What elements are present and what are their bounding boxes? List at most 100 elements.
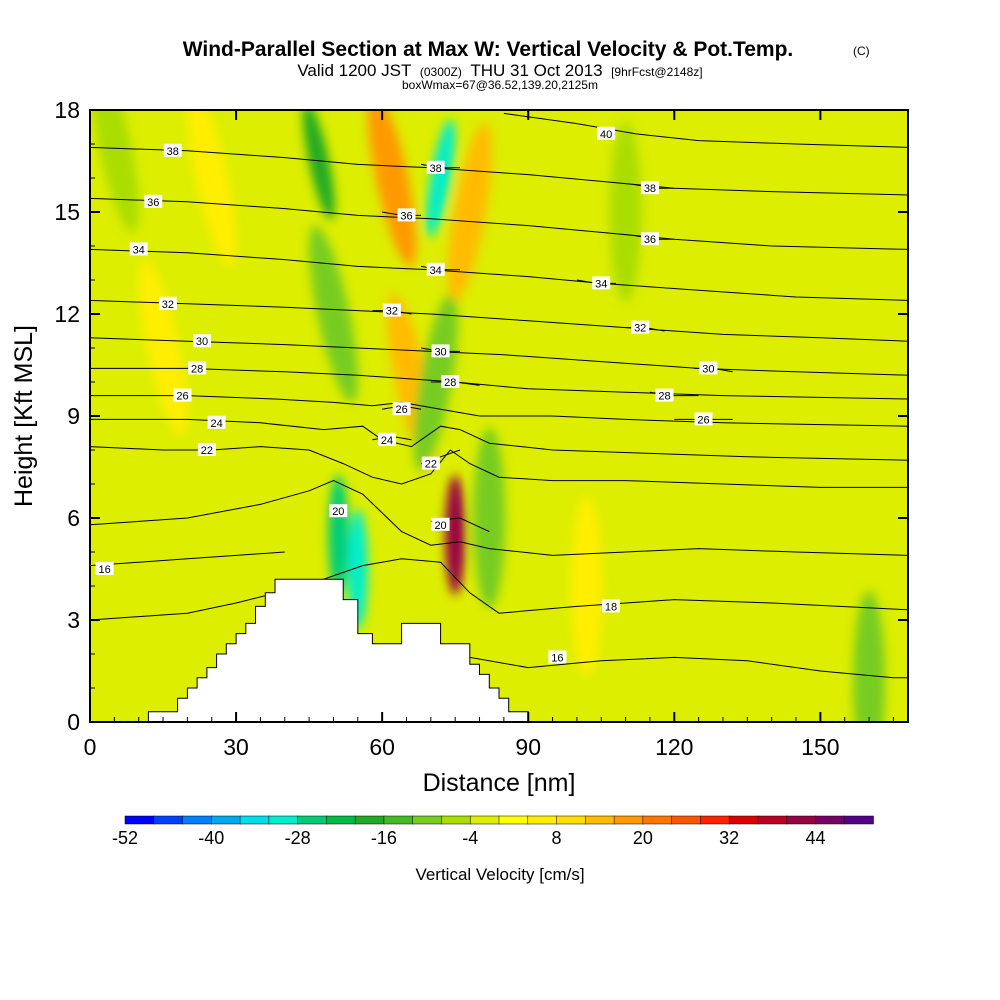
contour-label-bg: [207, 415, 226, 429]
velocity-feature: [609, 122, 642, 302]
contour-label-bg: [431, 517, 450, 531]
y-tick-label: 18: [54, 97, 80, 123]
x-tick-label: 90: [515, 734, 541, 760]
contour-label-bg: [144, 194, 163, 208]
contour-label-bg: [548, 650, 567, 664]
contour-label-bg: [188, 361, 207, 375]
theta-contour-line: [90, 418, 908, 461]
contour-label-bg: [640, 181, 659, 195]
contour-label: 24: [210, 418, 222, 430]
theta-contour-line: [503, 112, 908, 148]
contour-label: 30: [702, 363, 714, 375]
contour-label-bg: [426, 160, 445, 174]
contour-label-bg: [378, 432, 397, 446]
chart-title: Wind-Parallel Section at Max W: Vertical…: [183, 38, 794, 61]
theta-contour-labels: 16 16 18 20 20 22 22 24 24 26 26 26 28 28 28 30 30 30 32 32…: [95, 126, 718, 664]
velocity-feature: [187, 110, 237, 267]
colorbar-swatch: [613, 815, 644, 825]
colorbar-tick-label: 32: [719, 828, 739, 848]
contour-label-bg: [640, 232, 659, 246]
colorbar-swatch: [469, 815, 500, 825]
contour-label: 36: [147, 197, 159, 209]
colorbar-label: Vertical Velocity [cm/s]: [415, 865, 584, 884]
colorbar-swatch: [383, 815, 414, 825]
theta-contour-line: [90, 146, 908, 196]
theta-contour-line: [90, 299, 908, 342]
velocity-feature: [447, 123, 492, 301]
contour-label: 22: [425, 459, 437, 471]
colorbar-swatch: [556, 815, 587, 825]
y-tick-label: 9: [67, 403, 80, 429]
velocity-feature: [367, 110, 417, 267]
contour-label: 22: [201, 445, 213, 457]
contour-label: 34: [595, 278, 607, 290]
contour-label: 36: [400, 210, 412, 222]
contour-label: 24: [381, 435, 393, 447]
contour-label-bg: [158, 296, 177, 310]
velocity-feature: [426, 118, 455, 238]
contour-label-bg: [601, 599, 620, 613]
contour-label: 18: [605, 601, 617, 613]
y-tick-label: 6: [67, 505, 80, 531]
velocity-feature: [570, 496, 603, 676]
y-axis-label: Height [Kft MSL]: [10, 325, 38, 507]
theta-contour-line: [90, 446, 908, 488]
contour-label: 32: [634, 323, 646, 335]
colorbar-swatch: [700, 815, 730, 825]
x-axis-label: Distance [nm]: [423, 769, 576, 797]
colorbar-swatch: [585, 815, 615, 825]
velocity-feature: [853, 591, 886, 722]
contour-label: 20: [434, 520, 446, 532]
contour-label: 34: [133, 244, 145, 256]
colorbar-swatch: [815, 815, 845, 825]
contour-label: 36: [644, 234, 656, 246]
theta-contour-line: [90, 558, 908, 621]
colorbar-swatch: [124, 815, 155, 825]
colorbar-swatch: [843, 815, 874, 825]
contour-label-bg: [694, 412, 713, 426]
colorbar: -52 -40 -28 -16 -4 8 20 32 44: [112, 815, 874, 848]
contour-label: 28: [191, 363, 203, 375]
contour-label-bg: [392, 402, 411, 416]
colorbar-swatch: [354, 815, 385, 825]
contour-label: 26: [176, 391, 188, 403]
colorbar-swatch: [412, 815, 443, 825]
colorbar-tick-label: 8: [552, 828, 562, 848]
contour-label-bg: [441, 375, 460, 388]
velocity-feature: [90, 110, 139, 233]
contour-label: 30: [196, 336, 208, 348]
theta-contour-line: [90, 480, 908, 556]
contour-label: 40: [600, 129, 612, 141]
x-tick-label: 150: [801, 734, 839, 760]
colorbar-tick-label: 20: [633, 828, 653, 848]
velocity-feature: [445, 475, 466, 595]
y-tick-label: 12: [54, 301, 80, 327]
colorbar-swatch: [728, 815, 759, 825]
contour-label-bg: [699, 361, 718, 375]
colorbar-tick-label: -28: [285, 828, 311, 848]
contour-label: 34: [430, 265, 442, 277]
contour-label: 28: [658, 391, 670, 403]
colorbar-swatch: [642, 815, 673, 825]
y-tick-label: 3: [67, 607, 80, 633]
velocity-feature: [473, 428, 506, 608]
theta-contour-line: [90, 395, 908, 427]
contour-label-bg: [431, 344, 450, 358]
contour-label: 26: [697, 414, 709, 426]
contour-label-bg: [163, 143, 182, 157]
colorbar-swatch: [297, 815, 328, 825]
contour-label-bg: [421, 456, 440, 470]
contour-label: 32: [162, 299, 174, 311]
contour-label-bg: [129, 242, 148, 256]
subtitle-date: THU 31 Oct 2013: [470, 61, 602, 80]
contour-label: 20: [332, 506, 344, 518]
colorbar-tick-label: -52: [112, 828, 138, 848]
x-tick-label: 120: [655, 734, 693, 760]
contour-label-bg: [95, 562, 114, 575]
colorbar-swatch: [441, 815, 471, 825]
contour-label: 38: [167, 146, 179, 158]
contour-label-bg: [631, 320, 650, 334]
subtitle-forecast: [9hrFcst@2148z]: [611, 65, 703, 79]
